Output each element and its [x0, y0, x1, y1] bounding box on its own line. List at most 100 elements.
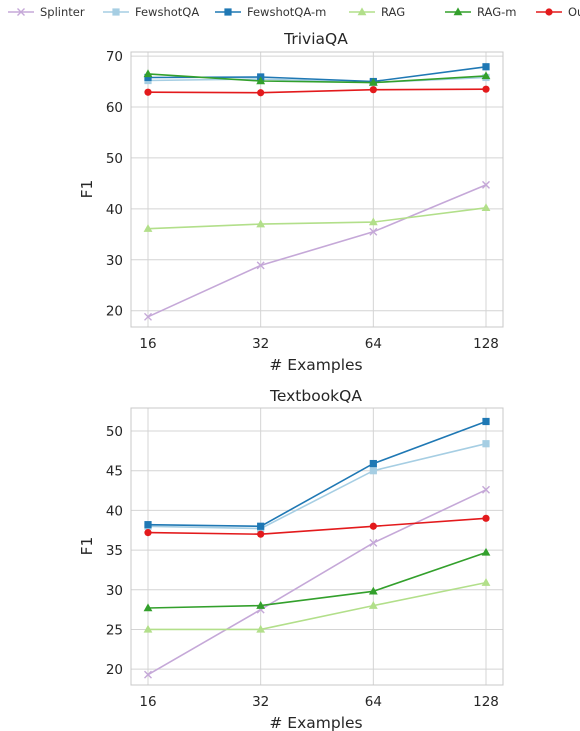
data-point: [257, 89, 265, 97]
data-point: [144, 529, 152, 537]
data-point: [481, 203, 491, 212]
y-tick-label: 30: [106, 583, 123, 599]
data-point: [481, 578, 491, 586]
legend-marker: [357, 7, 367, 16]
data-point: [481, 71, 491, 80]
y-tick-label: 50: [106, 424, 123, 440]
data-point: [257, 530, 265, 538]
legend-item: FewshotQA-m: [215, 5, 326, 19]
series-line: [147, 73, 487, 84]
x-tick-label: 16: [139, 694, 156, 710]
data-point: [256, 261, 265, 270]
series-line: [147, 184, 487, 318]
y-tick-label: 25: [106, 622, 123, 638]
data-point: [144, 521, 152, 529]
data-point: [482, 440, 490, 448]
series-line: [147, 517, 487, 536]
data-point: [482, 514, 490, 522]
data-point: [257, 522, 265, 530]
x-tick-label: 16: [139, 336, 156, 352]
series-fewshotqa-m: [144, 417, 490, 530]
data-point: [256, 76, 266, 85]
series-line: [147, 207, 487, 230]
series-line: [147, 88, 487, 94]
legend-item: RAG: [349, 5, 405, 19]
legend-item: RAG-m: [445, 5, 516, 19]
y-tick-label: 50: [106, 151, 123, 167]
data-point: [482, 485, 490, 494]
data-point: [368, 586, 378, 595]
plot-frame: [130, 51, 504, 328]
series-splinter: [144, 180, 490, 321]
series-line: [147, 551, 487, 609]
data-point: [144, 88, 152, 96]
legend-item: Ours: [536, 5, 580, 19]
data-point: [368, 217, 378, 226]
data-point: [482, 85, 490, 93]
series-ours: [144, 514, 490, 538]
gridlines: [131, 408, 503, 685]
x-tick-label: 32: [252, 336, 269, 352]
series-splinter: [144, 485, 490, 679]
y-tick-label: 35: [106, 543, 123, 559]
legend-marker: [112, 8, 120, 16]
data-point: [144, 670, 152, 679]
y-axis-label: F1: [78, 537, 96, 556]
data-point: [143, 624, 153, 633]
data-point: [144, 73, 152, 82]
data-point: [482, 417, 490, 426]
data-point: [143, 603, 153, 612]
data-point: [368, 77, 378, 86]
gridlines: [131, 52, 503, 327]
x-axis-label: # Examples: [269, 356, 362, 374]
data-point: [256, 219, 266, 228]
series-rag-m: [143, 69, 491, 86]
series-line: [147, 489, 487, 676]
plot-frame: [130, 407, 504, 686]
series-rag: [143, 203, 491, 232]
legend-label: RAG-m: [477, 5, 516, 19]
data-point: [482, 63, 490, 71]
y-tick-label: 30: [106, 253, 123, 269]
legend-marker: [224, 8, 232, 16]
data-point: [143, 224, 153, 232]
legend-marker: [17, 8, 25, 16]
y-tick-label: 40: [106, 503, 123, 519]
x-axis-label: # Examples: [269, 714, 362, 731]
y-axis-label: F1: [78, 180, 96, 199]
data-point: [482, 180, 490, 189]
data-point: [256, 601, 266, 609]
legend-label: FewshotQA: [135, 5, 199, 19]
data-point: [369, 467, 377, 475]
y-tick-label: 70: [106, 49, 123, 65]
chart-title: TriviaQA: [283, 30, 348, 48]
legend: Splinter FewshotQA FewshotQA-m RAG RAG-m Ours: [8, 5, 580, 19]
x-tick-label: 128: [473, 336, 499, 352]
series-line: [147, 420, 487, 528]
y-tick-label: 20: [106, 662, 123, 678]
data-point: [369, 86, 377, 94]
data-point: [369, 538, 378, 547]
x-tick-label: 32: [252, 694, 269, 710]
x-tick-label: 128: [473, 694, 499, 710]
legend-label: Ours: [568, 5, 580, 19]
data-point: [369, 522, 377, 530]
x-tick-label: 64: [365, 336, 382, 352]
data-point: [256, 624, 266, 633]
data-point: [144, 312, 152, 321]
series-rag-m: [143, 547, 491, 612]
data-point: [143, 69, 153, 78]
legend-label: Splinter: [40, 5, 85, 19]
chart-textbookqa: TextbookQA # Examples F1 20 25 30 35 40 45 50 1…: [78, 387, 504, 731]
data-point: [369, 227, 378, 236]
y-tick-label: 20: [106, 304, 123, 320]
y-tick-label: 40: [106, 202, 123, 218]
data-point: [369, 459, 377, 468]
series-ours: [144, 85, 490, 97]
series-line: [148, 581, 487, 631]
chart-title: TextbookQA: [269, 387, 362, 405]
legend-item: Splinter: [8, 5, 85, 19]
legend-item: FewshotQA: [103, 5, 199, 19]
y-tick-label: 60: [106, 100, 123, 116]
